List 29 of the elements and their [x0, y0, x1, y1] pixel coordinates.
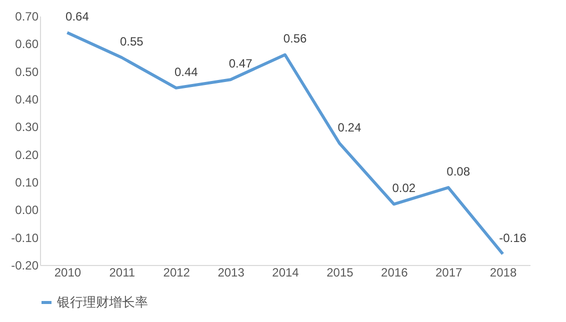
- data-label: 0.08: [446, 164, 470, 179]
- x-tick-label: 2018: [490, 266, 517, 280]
- y-tick-label: 0.70: [15, 10, 39, 24]
- y-tick-label: 0.40: [15, 92, 39, 106]
- x-tick-label: 2015: [326, 266, 354, 280]
- y-tick-label: -0.20: [11, 258, 39, 272]
- data-label: 0.47: [228, 56, 253, 71]
- y-tick-label: 0.10: [15, 176, 39, 190]
- y-tick-label: 0.50: [15, 64, 39, 79]
- data-label: 0.55: [120, 34, 144, 48]
- data-label: 0.02: [392, 181, 416, 196]
- x-tick-label: 2014: [272, 266, 300, 280]
- y-tick-label: 0.30: [15, 120, 39, 134]
- x-tick-label: 2012: [163, 266, 190, 280]
- y-tick-label: -0.10: [11, 230, 39, 245]
- data-label: 0.64: [66, 10, 90, 24]
- x-tick-label: 2016: [381, 266, 408, 280]
- y-tick-label: 0.20: [15, 148, 39, 162]
- y-tick-label: 0.00: [15, 203, 39, 218]
- data-label: 0.24: [338, 120, 362, 134]
- y-tick-label: 0.60: [15, 37, 39, 52]
- x-tick-label: 2011: [109, 266, 136, 280]
- legend-label: 银行理财增长率: [56, 294, 148, 310]
- x-tick-label: 2010: [54, 266, 82, 280]
- data-label: 0.56: [283, 32, 307, 46]
- x-tick-label: 2013: [218, 266, 245, 280]
- data-label: 0.44: [174, 64, 198, 79]
- x-tick-label: 2017: [435, 266, 463, 280]
- data-label: -0.16: [499, 230, 527, 245]
